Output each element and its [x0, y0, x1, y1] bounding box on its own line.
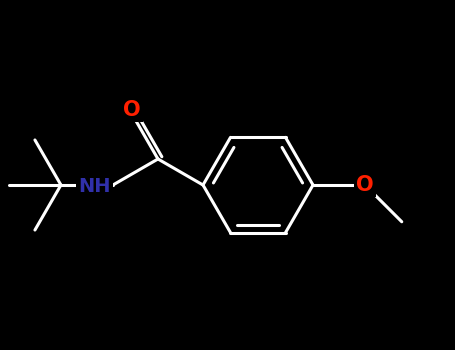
Text: NH: NH	[78, 177, 111, 196]
Text: O: O	[356, 175, 374, 195]
Text: O: O	[123, 100, 141, 120]
